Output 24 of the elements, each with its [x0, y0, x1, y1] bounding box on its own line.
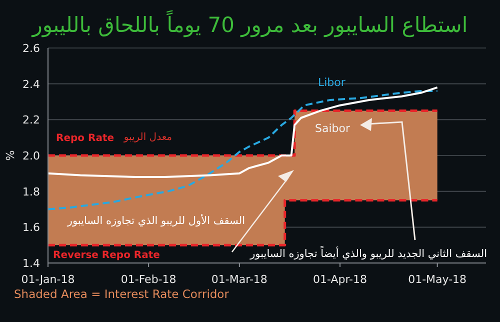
- series-label: Saibor: [315, 122, 350, 135]
- y-tick-label: 1.6: [22, 221, 40, 234]
- annotation: السقف الأول للريبو الذي تجاوزه السايبور: [66, 213, 245, 227]
- annotation: السقف الثاني الجديد للريبو والذي أيضاً تجاوزه السايبور: [249, 246, 487, 260]
- y-axis-title: %: [4, 150, 17, 161]
- line-series: [47, 90, 438, 210]
- x-tick-label: 01-Mar-18: [211, 273, 268, 286]
- y-tick-label: 1.4: [22, 257, 40, 270]
- y-tick-label: 2.2: [22, 114, 40, 127]
- y-tick-label: 2.0: [22, 150, 40, 162]
- x-tick-label: 01-Jan-18: [21, 273, 75, 286]
- annotation: معدل الريبو: [122, 132, 172, 143]
- series-label: Repo Rate: [56, 133, 114, 144]
- chart-title: استطاع السايبور بعد مرور 70 يوماً باللحاق بالليبور: [31, 9, 468, 38]
- series-label: Reverse Repo Rate: [53, 250, 160, 261]
- y-tick-label: 2.4: [22, 78, 40, 91]
- x-tick-label: 01-May-18: [408, 273, 467, 286]
- y-tick-label: 2.6: [22, 42, 40, 55]
- x-tick-label: 01-Apr-18: [312, 273, 368, 286]
- x-tick-label: 01-Feb-18: [120, 273, 176, 286]
- text: Shaded Area = Interest Rate Corridor: [14, 287, 230, 301]
- line-series: [47, 86, 438, 178]
- y-tick-label: 1.8: [22, 185, 40, 198]
- series-label: Libor: [318, 76, 346, 89]
